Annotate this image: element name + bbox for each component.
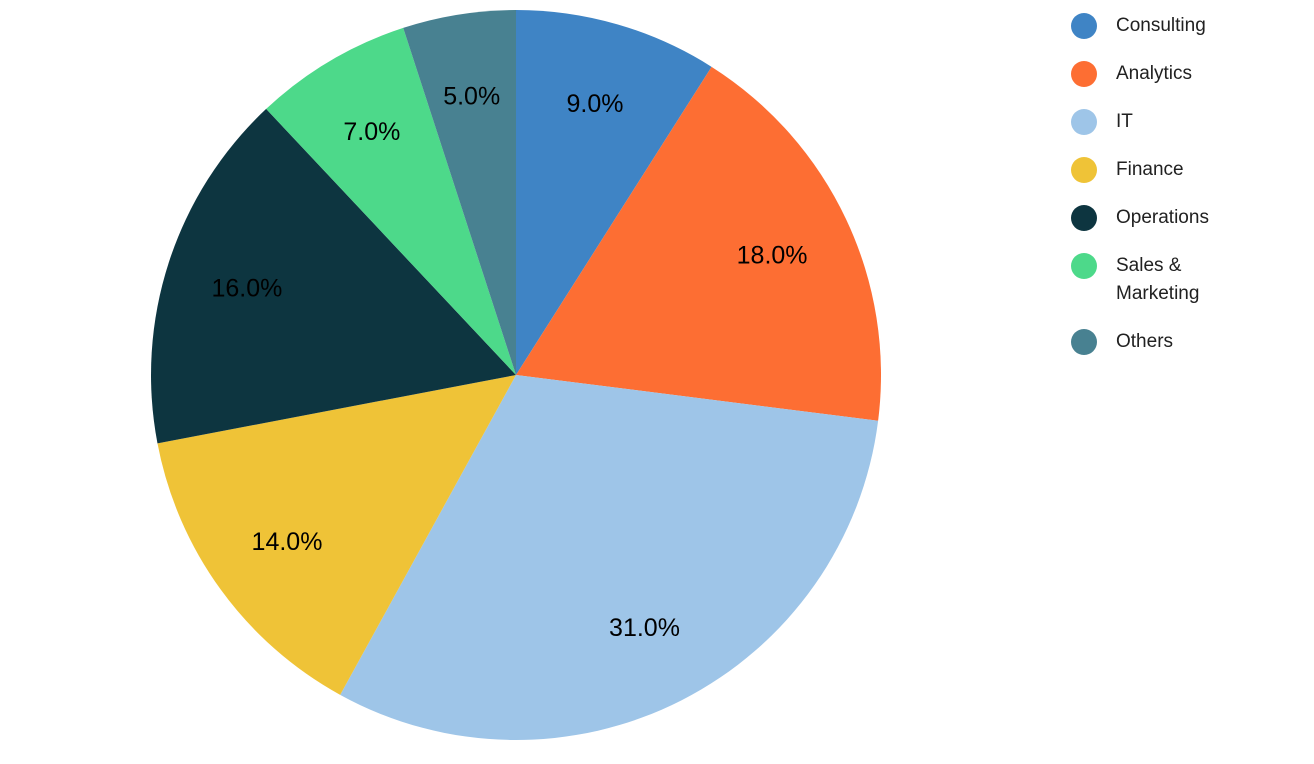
legend-color-swatch bbox=[1071, 13, 1097, 39]
slice-label-analytics: 18.0% bbox=[737, 241, 808, 269]
legend-color-swatch bbox=[1071, 205, 1097, 231]
legend-color-swatch bbox=[1071, 253, 1097, 279]
slice-label-sales-marketing: 7.0% bbox=[343, 118, 400, 146]
slice-label-it: 31.0% bbox=[609, 614, 680, 642]
pie-slice-sales-marketing bbox=[266, 27, 516, 376]
slice-label-finance: 14.0% bbox=[252, 528, 323, 556]
legend-label: Others bbox=[1116, 331, 1174, 352]
legend-item: Finance bbox=[1071, 156, 1238, 184]
legend-item: IT bbox=[1071, 108, 1238, 136]
legend-color-swatch bbox=[1071, 157, 1097, 183]
legend-item: Sales & Marketing bbox=[1071, 252, 1238, 308]
legend-label: Analytics bbox=[1116, 63, 1193, 84]
legend-item: Analytics bbox=[1071, 60, 1238, 88]
legend-color-swatch bbox=[1071, 329, 1097, 355]
pie-slice-analytics bbox=[516, 66, 881, 421]
legend-label: IT bbox=[1116, 111, 1133, 132]
slice-label-others: 5.0% bbox=[443, 82, 500, 110]
legend-color-swatch bbox=[1071, 61, 1097, 87]
chart-legend: Consulting Analytics IT Finance Operatio… bbox=[1071, 12, 1238, 356]
pie-slice-finance bbox=[157, 375, 516, 695]
legend-label: Consulting bbox=[1116, 15, 1206, 36]
legend-item: Operations bbox=[1071, 204, 1238, 232]
legend-item: Consulting bbox=[1071, 12, 1238, 40]
slice-label-consulting: 9.0% bbox=[567, 90, 624, 118]
legend-label: Sales & Marketing bbox=[1116, 255, 1200, 304]
slice-label-operations: 16.0% bbox=[211, 274, 282, 302]
legend-label: Operations bbox=[1116, 207, 1209, 228]
legend-label: Finance bbox=[1116, 159, 1184, 180]
pie-slice-consulting bbox=[516, 10, 712, 375]
pie-slice-others bbox=[403, 9, 516, 375]
pie-slice-it bbox=[340, 375, 879, 740]
legend-color-swatch bbox=[1071, 109, 1097, 135]
pie-slice-operations bbox=[151, 108, 517, 444]
legend-item: Others bbox=[1071, 328, 1238, 356]
